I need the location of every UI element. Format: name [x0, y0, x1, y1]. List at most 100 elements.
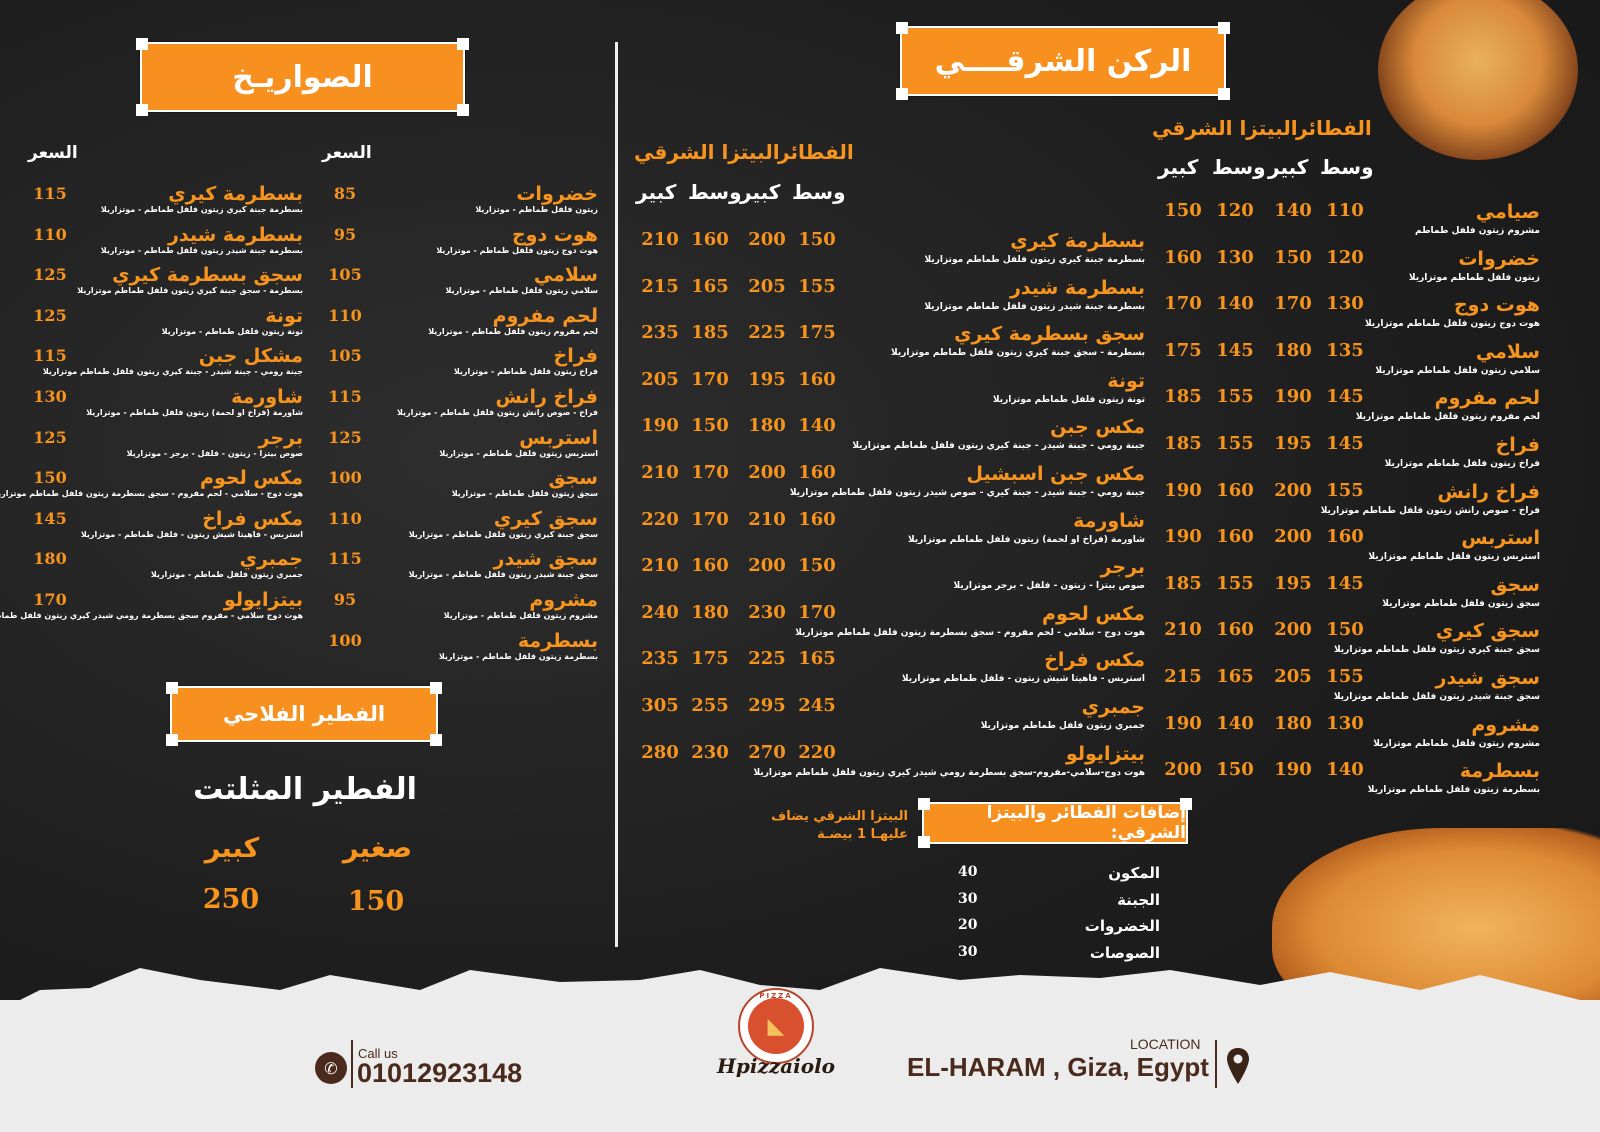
menu-item: بسطرمة شيدر بسطرمة جبنة شيدر زيتون فلفل ط… — [25, 223, 303, 263]
menu-item: هوت دوج هوت دوج زيتون فلفل طماطم موتزاريل… — [1160, 293, 1540, 339]
call-us-label: Call us — [358, 1046, 398, 1061]
pizza-large-price: 200 — [1164, 759, 1202, 781]
extra-price: 40 — [958, 864, 978, 880]
item-name: مكس جبن اسبشيل — [966, 463, 1145, 485]
item-name: بسطرمة — [517, 629, 598, 652]
phone-number[interactable]: 01012923148 — [357, 1058, 523, 1088]
price-header: السعر — [322, 143, 372, 163]
pizza-large-price: 190 — [1164, 526, 1202, 548]
eastern-section-banner: الركن الشرقــــي — [896, 22, 1230, 100]
extra-name: المكون — [1108, 864, 1160, 882]
pizza-medium-price: 175 — [691, 648, 729, 670]
item-description: هوت دوج زيتون فلفل طماطم موتزاريلا — [1364, 319, 1540, 330]
item-name: بسطرمة كيري — [1010, 230, 1145, 252]
feteer-large-price: 225 — [748, 322, 786, 344]
menu-item: مكس لحوم هوت دوج - سلامي - لحم مفروم - سج… — [0, 466, 303, 506]
feteer-medium-price: 160 — [798, 462, 836, 483]
menu-item: سجق بسطرمة كيري بسطرمة - سجق جبنة كيري زي… — [635, 322, 1145, 368]
pizza-large-price: 160 — [1164, 246, 1202, 268]
item-name: لحم مفروم — [492, 304, 598, 327]
item-name: تونة — [1107, 369, 1145, 392]
pizza-large-price: 185 — [1164, 386, 1202, 408]
pizza-medium-price: 255 — [691, 695, 729, 716]
feteer-large-price: 140 — [1274, 200, 1312, 221]
pizza-medium-price: 170 — [691, 368, 729, 390]
feteer-medium-price: 170 — [798, 601, 836, 623]
pizza-medium-price: 160 — [1216, 619, 1254, 641]
feteer-medium-price: 160 — [798, 368, 836, 390]
item-name: مشروم — [1471, 713, 1540, 736]
price-header: السعر — [28, 143, 78, 163]
menu-item: سلامي سلامي زيتون فلفل طماطم - موتزاريلا 1… — [320, 263, 598, 303]
extra-price: 30 — [958, 943, 978, 960]
menu-item: سجق سجق زيتون فلفل طماطم موتزاريلا 145 195 1… — [1160, 573, 1540, 619]
item-description: سجق جبنة شيدر زيتون فلفل طماطم موتزاريلا — [1333, 692, 1540, 702]
extras-title: إضافات الفطائر والبيتزا الشرقي: — [986, 803, 1186, 843]
pizza-large-price: 185 — [1164, 433, 1202, 454]
item-description: جبنة رومي - جبنة شيدر - جبنة كيري زيتون … — [42, 367, 303, 377]
item-price: 125 — [33, 265, 67, 285]
feteer-large-price: 205 — [748, 275, 786, 297]
menu-item: سجق كيري سجق جبنة كيري زيتون فلفل طماطم -… — [320, 507, 598, 547]
pizza-large-price: 220 — [641, 508, 679, 530]
feteer-header: الفطائر — [1296, 116, 1372, 140]
item-description: بسطرمة زيتون فلفل طماطم موتزاريلا — [1367, 785, 1540, 796]
item-price: 170 — [33, 590, 67, 609]
feteer-large-price: 195 — [1274, 433, 1312, 454]
pizza-header: البيتزا الشرقي — [1152, 116, 1298, 140]
pizza-large-price: 185 — [1164, 572, 1202, 594]
eastern-title: الركن الشرقــــي — [934, 43, 1192, 79]
extras-note: البيتزا الشرقي يضاف عليهـا 1 بيضـة — [771, 808, 908, 844]
item-name: خضروات — [516, 183, 598, 205]
feteer-large-price: 225 — [748, 648, 786, 670]
pizza-medium-price: 160 — [691, 555, 729, 577]
pizza-medium-price: 160 — [691, 229, 729, 250]
item-description: مشروم زيتون فلفل طماطم — [1415, 226, 1540, 236]
pizza-large-price: 235 — [641, 322, 679, 344]
pizza-medium-price: 160 — [1216, 479, 1254, 501]
item-description: فراخ - صوص رانش زيتون فلفل طماطم - موتزا… — [396, 408, 598, 417]
pizza-medium-price: 145 — [1216, 339, 1254, 361]
menu-item: سلامي سلامي زيتون فلفل طماطم موتزاريلا 135… — [1160, 340, 1540, 386]
pizza-large-price: 190 — [641, 415, 679, 437]
menu-item: جمبري جمبري زيتون فلفل طماطم موتزاريلا 245… — [635, 695, 1145, 741]
fallahi-item-name: الفطير المثلتت — [193, 772, 417, 807]
large-label: كبير — [1158, 155, 1199, 179]
feteer-large-price: 180 — [1274, 339, 1312, 361]
pizza-large-price: 215 — [1164, 666, 1202, 687]
menu-item: سجق كيري سجق جبنة كيري زيتون فلفل طماطم م… — [1160, 619, 1540, 665]
item-price: 125 — [33, 305, 67, 325]
pizza-medium-price: 180 — [691, 601, 729, 623]
feteer-medium-price: 175 — [798, 322, 836, 344]
menu-item: مكس جبن جبنة رومي - جبنة شيدر - جبنة كيري… — [635, 415, 1145, 461]
item-name: بسطرمة كيري — [168, 183, 303, 205]
item-description: بسطرمة زيتون فلفل طماطم - موتزاريلا — [438, 651, 598, 661]
feteer-large-price: 180 — [1274, 712, 1312, 734]
item-name: برجر — [1100, 556, 1145, 579]
feteer-medium-price: 160 — [798, 508, 836, 530]
feteer-large-price: 295 — [748, 695, 786, 716]
pizza-large-price: 210 — [641, 462, 679, 483]
item-description: سلامي زيتون فلفل طماطم - موتزاريلا — [445, 286, 598, 296]
feteer-medium-price: 245 — [798, 695, 836, 716]
item-price: 125 — [328, 427, 362, 447]
item-description: استربس زيتون فلفل طماطم موتزاريلا — [1368, 552, 1540, 563]
item-name: سجق — [548, 467, 598, 490]
item-description: هوت دوج-سلامي-مفروم-سجق بسطرمة رومي شيدر… — [753, 767, 1145, 778]
menu-item: بسطرمة بسطرمة زيتون فلفل طماطم - موتزاريل… — [320, 629, 598, 669]
menu-item: خضروات زيتون فلفل طماطم - موتزاريلا 85 — [320, 182, 598, 222]
item-description: زيتون فلفل طماطم موتزاريلا — [1408, 272, 1540, 283]
feteer-header: الفطائر — [778, 140, 854, 164]
medium-label: وسط — [1212, 155, 1266, 179]
item-price: 115 — [33, 346, 67, 366]
eastern-middle-column: بسطرمة كيري بسطرمة جبنة كيري زيتون فلفل ط… — [635, 229, 1145, 799]
pizza-large-price: 210 — [1164, 619, 1202, 641]
large-label: كبير — [636, 180, 677, 204]
item-name: مكس لحوم — [200, 467, 303, 490]
menu-item: سجق بسطرمة كيري بسطرمة - سجق جبنة كيري زي… — [25, 263, 303, 303]
item-name: شاورمة — [1073, 509, 1145, 532]
item-name: استربس — [519, 426, 598, 449]
item-price: 105 — [328, 265, 362, 285]
item-description: شاورمة (فراخ او لحمة) زيتون فلفل طماطم م… — [907, 534, 1145, 545]
item-name: سلامي — [1475, 340, 1540, 363]
